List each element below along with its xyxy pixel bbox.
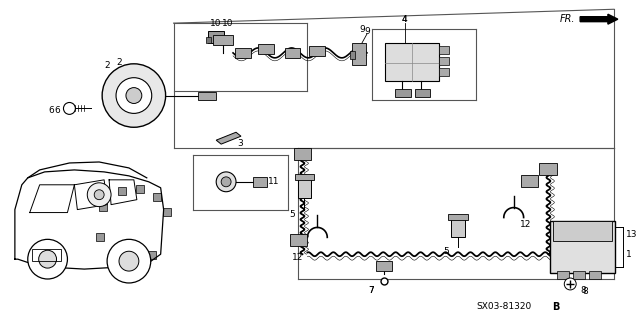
Text: FR.: FR. bbox=[560, 14, 575, 24]
Text: 8: 8 bbox=[580, 286, 586, 295]
Text: B: B bbox=[552, 302, 560, 312]
Bar bbox=[440, 46, 449, 54]
Bar bbox=[440, 57, 449, 65]
Polygon shape bbox=[216, 132, 241, 144]
Bar bbox=[294, 174, 315, 180]
Bar bbox=[99, 203, 107, 211]
Bar bbox=[164, 208, 171, 216]
Text: 4: 4 bbox=[402, 15, 408, 24]
Bar bbox=[294, 148, 311, 160]
Bar bbox=[206, 37, 211, 43]
Bar bbox=[213, 35, 233, 45]
Text: 9: 9 bbox=[364, 27, 370, 36]
Circle shape bbox=[119, 251, 139, 271]
Bar bbox=[440, 68, 449, 76]
Text: 8: 8 bbox=[582, 287, 588, 296]
Bar bbox=[253, 177, 267, 187]
Text: 12: 12 bbox=[520, 220, 531, 229]
Text: 6: 6 bbox=[48, 106, 54, 115]
Bar bbox=[376, 261, 392, 271]
Bar bbox=[208, 31, 224, 43]
Bar bbox=[258, 44, 274, 54]
Text: 7: 7 bbox=[368, 286, 374, 295]
Bar bbox=[198, 92, 216, 100]
Circle shape bbox=[126, 88, 142, 103]
Text: 4: 4 bbox=[402, 15, 408, 24]
Bar bbox=[589, 271, 601, 279]
Circle shape bbox=[564, 278, 576, 290]
Text: 2: 2 bbox=[116, 58, 122, 67]
Bar bbox=[385, 43, 440, 81]
Text: 2: 2 bbox=[104, 61, 110, 70]
Bar bbox=[235, 48, 251, 58]
Text: SX03-81320: SX03-81320 bbox=[476, 302, 531, 311]
Bar bbox=[415, 89, 431, 97]
Text: 10: 10 bbox=[222, 19, 234, 28]
Circle shape bbox=[39, 250, 57, 268]
Text: 11: 11 bbox=[268, 177, 279, 186]
Bar bbox=[153, 193, 161, 201]
Circle shape bbox=[64, 102, 75, 114]
Circle shape bbox=[94, 190, 104, 200]
Bar bbox=[448, 213, 468, 220]
Bar bbox=[451, 218, 465, 237]
Circle shape bbox=[216, 172, 236, 192]
Text: 13: 13 bbox=[626, 230, 637, 239]
Bar bbox=[350, 51, 355, 59]
Circle shape bbox=[116, 78, 152, 113]
Bar bbox=[352, 43, 366, 65]
Circle shape bbox=[107, 239, 151, 283]
Bar bbox=[310, 46, 326, 56]
Bar bbox=[554, 221, 612, 241]
Bar bbox=[297, 178, 311, 198]
Text: 7: 7 bbox=[368, 286, 374, 295]
Bar bbox=[285, 48, 301, 58]
Text: 3: 3 bbox=[237, 139, 243, 148]
Text: 9: 9 bbox=[359, 25, 365, 34]
Bar bbox=[557, 271, 569, 279]
Text: 5: 5 bbox=[443, 247, 449, 256]
Bar bbox=[573, 271, 585, 279]
Bar bbox=[395, 89, 411, 97]
FancyArrow shape bbox=[580, 14, 618, 24]
Text: 10: 10 bbox=[210, 19, 222, 28]
Text: 1: 1 bbox=[626, 250, 631, 259]
Bar bbox=[136, 185, 144, 193]
Bar bbox=[550, 221, 615, 273]
Bar bbox=[148, 252, 155, 259]
Bar bbox=[520, 175, 538, 187]
Bar bbox=[96, 233, 104, 241]
Circle shape bbox=[28, 239, 68, 279]
Bar bbox=[118, 187, 125, 195]
Text: 12: 12 bbox=[292, 253, 303, 262]
Circle shape bbox=[102, 64, 166, 127]
Bar bbox=[540, 163, 557, 175]
Bar bbox=[32, 249, 62, 261]
Text: 5: 5 bbox=[290, 210, 296, 219]
Bar bbox=[118, 254, 125, 262]
Circle shape bbox=[221, 177, 231, 187]
Bar bbox=[290, 234, 308, 246]
Text: 6: 6 bbox=[55, 106, 61, 115]
Circle shape bbox=[87, 183, 111, 207]
